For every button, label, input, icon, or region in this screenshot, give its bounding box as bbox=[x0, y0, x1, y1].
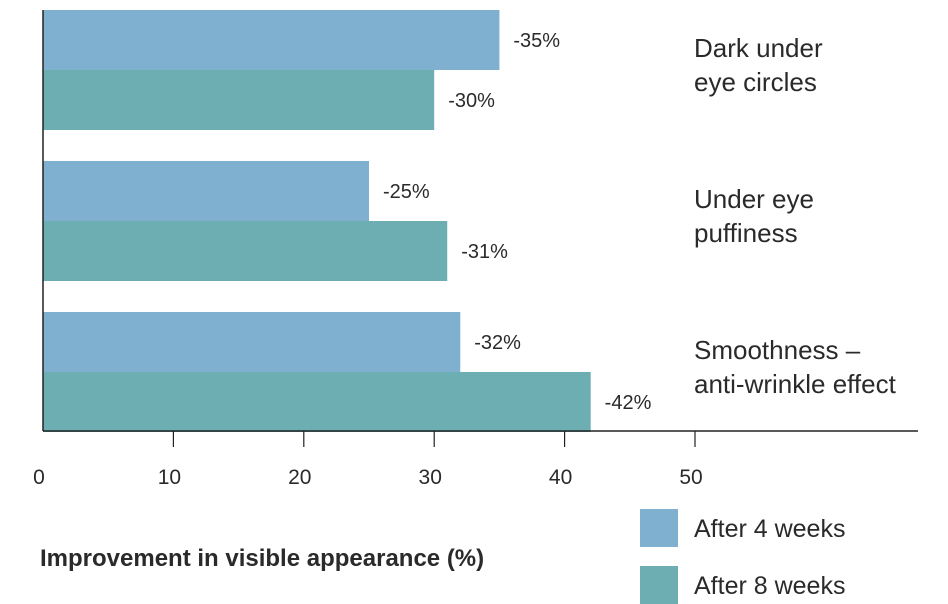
x-axis-title: Improvement in visible appearance (%) bbox=[40, 545, 484, 572]
category-label: Dark under bbox=[694, 33, 823, 63]
x-tick-label: 20 bbox=[288, 466, 311, 489]
category-label: puffiness bbox=[694, 218, 798, 248]
bar-after-8-weeks-dark-under-eye-circles bbox=[43, 70, 435, 130]
x-axis bbox=[42, 10, 918, 432]
x-ticks-layer: 0 10 20 30 40 50 bbox=[33, 431, 703, 489]
bar-after-8-weeks-smoothness-anti-wrinkle-effect bbox=[43, 372, 591, 432]
x-tick-label: 40 bbox=[549, 466, 572, 489]
legend-label-after-8-weeks: After 8 weeks bbox=[694, 572, 845, 600]
x-tick-label: 0 bbox=[33, 466, 45, 489]
legend-swatch-after-4-weeks bbox=[640, 509, 678, 547]
category-label: Smoothness – bbox=[694, 335, 861, 365]
bar-after-4-weeks-under-eye-puffiness bbox=[43, 161, 369, 221]
bar-after-4-weeks-dark-under-eye-circles bbox=[43, 10, 500, 70]
x-tick-label: 30 bbox=[419, 466, 442, 489]
category-label: Under eye bbox=[694, 184, 814, 214]
bars-layer bbox=[43, 10, 591, 432]
legend-label-after-4-weeks: After 4 weeks bbox=[694, 515, 845, 543]
legend: After 4 weeks After 8 weeks bbox=[640, 509, 845, 604]
data-label: -32% bbox=[474, 332, 521, 354]
data-label: -35% bbox=[513, 30, 560, 52]
data-labels-layer: -35% -25% -32% -30% -31% -42% bbox=[383, 30, 652, 414]
x-tick-label: 10 bbox=[158, 466, 181, 489]
category-label: eye circles bbox=[694, 67, 817, 97]
data-label: -31% bbox=[461, 241, 508, 263]
bar-after-8-weeks-under-eye-puffiness bbox=[43, 221, 448, 281]
category-labels-layer: Dark under eye circles Under eye puffiness S… bbox=[694, 33, 897, 399]
category-label: anti-wrinkle effect bbox=[694, 369, 897, 399]
data-label: -25% bbox=[383, 181, 430, 203]
bar-after-4-weeks-smoothness-anti-wrinkle-effect bbox=[43, 312, 461, 372]
x-tick-label: 50 bbox=[679, 466, 702, 489]
data-label: -30% bbox=[448, 90, 495, 112]
data-label: -42% bbox=[605, 392, 652, 414]
legend-swatch-after-8-weeks bbox=[640, 566, 678, 604]
